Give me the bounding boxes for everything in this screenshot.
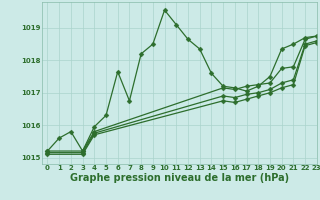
X-axis label: Graphe pression niveau de la mer (hPa): Graphe pression niveau de la mer (hPa) xyxy=(70,173,289,183)
